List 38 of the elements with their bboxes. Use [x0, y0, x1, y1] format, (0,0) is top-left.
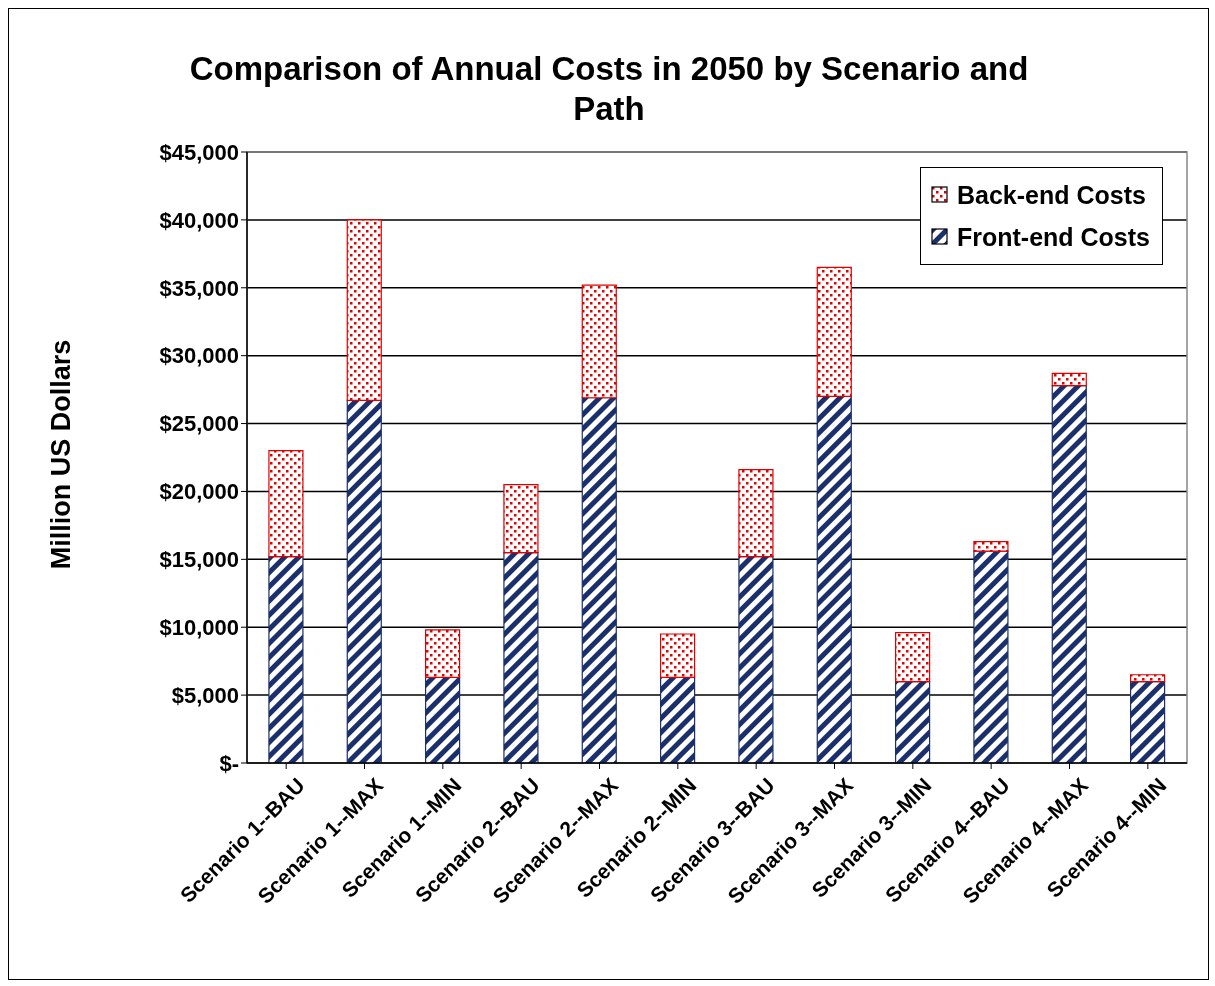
- bar: [1130, 674, 1166, 683]
- y-tick-label: $40,000: [159, 207, 239, 233]
- legend-label: Front-end Costs: [956, 222, 1150, 252]
- bar: [973, 541, 1009, 552]
- bar: [581, 284, 617, 399]
- bar: [425, 676, 461, 763]
- legend-label: Back-end Costs: [956, 180, 1146, 210]
- y-tick-label: $20,000: [159, 479, 239, 505]
- bar: [503, 551, 539, 763]
- bar: [660, 633, 696, 679]
- bar: [268, 556, 304, 763]
- bar: [816, 266, 852, 397]
- bar: [503, 484, 539, 554]
- y-tick-label: $15,000: [159, 547, 239, 573]
- y-axis-title: Million US Dollars: [45, 338, 77, 572]
- bar: [268, 450, 304, 558]
- y-tick-label: $25,000: [159, 411, 239, 437]
- bar: [895, 632, 931, 683]
- bar: [738, 556, 774, 763]
- bar: [1051, 384, 1087, 763]
- bar: [973, 550, 1009, 763]
- y-tick-label: $30,000: [159, 343, 239, 369]
- y-tick-label: $5,000: [171, 682, 239, 708]
- bar: [346, 399, 382, 763]
- y-tick-label: $10,000: [159, 615, 239, 641]
- bar: [581, 397, 617, 763]
- chart-title: Comparison of Annual Costs in 2050 by Scenario and Path: [188, 49, 1030, 129]
- y-tick-label: $45,000: [159, 139, 239, 165]
- bar: [738, 469, 774, 558]
- y-tick-label: $35,000: [159, 275, 239, 301]
- bar: [660, 676, 696, 763]
- bar: [816, 395, 852, 763]
- bar: [1051, 372, 1087, 387]
- bar: [1130, 680, 1166, 763]
- bar: [425, 629, 461, 679]
- bar: [895, 680, 931, 763]
- y-tick-label: $-: [219, 750, 239, 776]
- bar: [346, 219, 382, 402]
